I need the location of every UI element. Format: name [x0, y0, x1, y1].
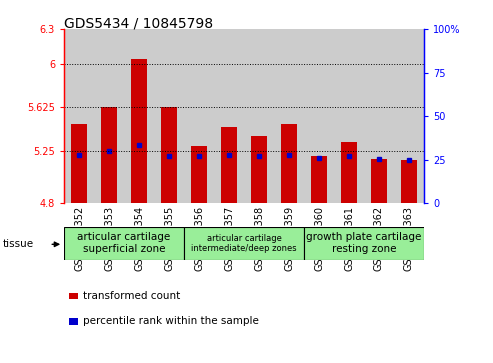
- Bar: [364, 29, 394, 203]
- Bar: [184, 227, 304, 260]
- Text: tissue: tissue: [2, 239, 34, 249]
- Bar: [334, 29, 364, 203]
- Bar: [64, 227, 184, 260]
- Text: growth plate cartilage
resting zone: growth plate cartilage resting zone: [306, 232, 422, 254]
- Bar: [304, 227, 424, 260]
- Bar: [251, 136, 267, 203]
- Bar: [304, 29, 334, 203]
- Bar: [69, 318, 78, 325]
- Bar: [401, 160, 417, 203]
- Bar: [371, 159, 387, 203]
- Bar: [71, 124, 87, 203]
- Bar: [221, 127, 237, 203]
- Text: percentile rank within the sample: percentile rank within the sample: [83, 316, 259, 326]
- Bar: [191, 146, 207, 203]
- Bar: [394, 29, 424, 203]
- Bar: [214, 29, 244, 203]
- Bar: [101, 107, 117, 203]
- Bar: [64, 29, 94, 203]
- Bar: [154, 29, 184, 203]
- Bar: [341, 142, 357, 203]
- Bar: [94, 29, 124, 203]
- Bar: [184, 29, 214, 203]
- Text: articular cartilage
intermediate/deep zones: articular cartilage intermediate/deep zo…: [191, 233, 297, 253]
- Text: articular cartilage
superficial zone: articular cartilage superficial zone: [77, 232, 171, 254]
- Bar: [69, 293, 78, 299]
- Bar: [124, 29, 154, 203]
- Bar: [161, 107, 177, 203]
- Bar: [274, 29, 304, 203]
- Bar: [311, 156, 327, 203]
- Text: GDS5434 / 10845798: GDS5434 / 10845798: [64, 16, 213, 30]
- Bar: [244, 29, 274, 203]
- Bar: [281, 124, 297, 203]
- Bar: [131, 59, 147, 203]
- Text: transformed count: transformed count: [83, 291, 180, 301]
